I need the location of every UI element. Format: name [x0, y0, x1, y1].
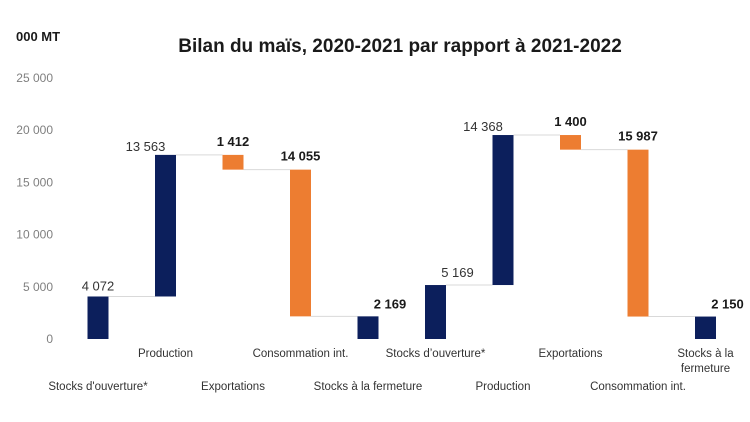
chart-title: Bilan du maïs, 2020-2021 par rapport à 2…: [178, 36, 622, 57]
category-label: fermeture: [681, 363, 730, 375]
bar-8: [560, 135, 581, 150]
data-label: 2 169: [374, 296, 407, 311]
category-label: Stocks d’ouverture*: [386, 348, 486, 360]
y-tick-label: 20 000: [16, 123, 53, 137]
data-label: 15 987: [618, 129, 658, 144]
bar-3: [222, 154, 244, 170]
category-label: Exportations: [539, 348, 603, 360]
data-label: 13 563: [126, 139, 166, 154]
bar-1: [87, 296, 109, 339]
y-axis: 0 5 000 10 000 15 000 20 000 25 000: [16, 71, 53, 346]
category-label: Stocks d'ouverture*: [48, 381, 148, 393]
category-label: Stocks à la fermeture: [314, 381, 423, 393]
y-tick-label: 5 000: [23, 280, 53, 294]
category-label: Exportations: [201, 381, 265, 393]
category-label: Production: [138, 348, 193, 360]
unit-label: 000 MT: [16, 29, 60, 44]
bar-2: [155, 154, 176, 297]
connectors: [108, 134, 695, 318]
bar-7: [492, 135, 514, 286]
data-label: 1 412: [217, 134, 250, 149]
data-label: 14 055: [281, 149, 321, 164]
data-label: 4 072: [82, 278, 115, 293]
bars: [87, 135, 716, 339]
category-labels: Stocks d'ouverture* Production Exportation…: [48, 348, 734, 393]
data-label: 1 400: [554, 114, 587, 129]
category-label: Stocks à la: [677, 348, 734, 360]
data-label: 5 169: [441, 265, 474, 280]
y-tick-label: 0: [46, 332, 53, 346]
category-label: Consommation int.: [253, 348, 349, 360]
y-tick-label: 10 000: [16, 228, 53, 242]
data-label: 14 368: [463, 119, 503, 134]
data-labels: 4 072 13 563 1 412 14 055 2 169 5 169 14 368 1 …: [82, 114, 744, 312]
y-tick-label: 25 000: [16, 71, 53, 85]
bar-6: [425, 285, 446, 339]
bar-10: [695, 316, 716, 339]
bar-9: [627, 149, 649, 317]
bar-4: [290, 169, 311, 317]
bar-5: [357, 316, 379, 339]
data-label: 2 150: [711, 297, 744, 312]
category-label: Production: [476, 381, 531, 393]
category-label: Consommation int.: [590, 381, 686, 393]
y-tick-label: 15 000: [16, 175, 53, 189]
